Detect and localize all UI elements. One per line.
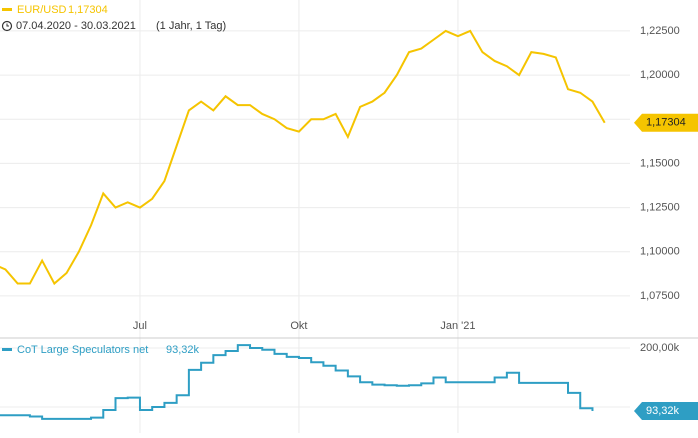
series-line (0, 29, 606, 286)
legend-label: CoT Large Speculators net (17, 344, 148, 356)
clock-hands (6, 23, 9, 27)
series-line (0, 344, 594, 420)
legend-swatch (2, 8, 12, 11)
legend-swatch (2, 348, 12, 351)
x-tick-label: Jul (133, 320, 147, 332)
clock-icon (1, 20, 13, 32)
y-tick-label: 1,07500 (640, 290, 680, 302)
marks (0, 29, 606, 420)
subtitle: 07.04.2020 - 30.03.2021 (16, 20, 136, 32)
grid (0, 0, 630, 433)
y-tick-label: 200,00k (640, 342, 680, 354)
x-tick-label: Okt (290, 320, 307, 332)
period: (1 Jahr, 1 Tag) (156, 20, 226, 32)
last-value-tag (634, 113, 698, 132)
last-value-label: 1,17304 (646, 117, 686, 129)
last-value-label: 93,32k (646, 405, 680, 417)
legend-label: EUR/USD (17, 4, 67, 16)
last-value-tag (634, 401, 698, 420)
y-tick-label: 1,20000 (640, 69, 680, 81)
y-tick-label: 1,22500 (640, 25, 680, 37)
y-tick-label: 1,15000 (640, 157, 680, 169)
x-tick-label: Jan '21 (440, 320, 475, 332)
y-tick-label: 1,10000 (640, 246, 680, 258)
legend-value: 1,17304 (68, 4, 108, 16)
legend-value: 93,32k (166, 344, 200, 356)
y-tick-label: 1,12500 (640, 201, 680, 213)
